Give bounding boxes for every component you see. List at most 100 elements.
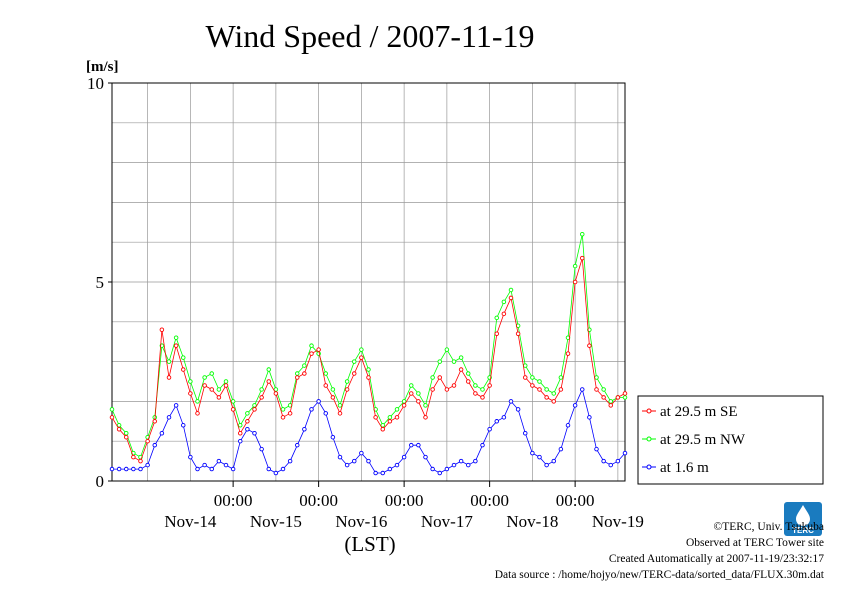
data-point (416, 399, 421, 404)
data-point (252, 407, 257, 412)
x-tick-label: 00:00 (299, 491, 338, 510)
data-point (173, 403, 179, 408)
data-point (116, 427, 122, 432)
data-point (387, 415, 393, 420)
data-point (245, 427, 250, 432)
data-point (316, 399, 321, 404)
data-point (437, 375, 443, 380)
data-point (409, 383, 414, 388)
copyright-text: ©TERC, Univ. Tsukuba (713, 521, 824, 533)
day-label: Nov-15 (250, 512, 302, 531)
series-2 (109, 387, 628, 476)
data-point (180, 423, 186, 428)
data-point (173, 335, 179, 340)
data-point (337, 411, 343, 416)
series-1 (109, 231, 628, 460)
data-point (337, 454, 343, 460)
chart-title: Wind Speed / 2007-11-19 (205, 18, 534, 54)
data-point (216, 387, 222, 392)
grid (112, 83, 625, 481)
data-point (494, 331, 500, 336)
data-point (423, 415, 428, 420)
data-point (223, 462, 229, 468)
data-point (188, 454, 193, 460)
data-point (394, 415, 400, 420)
data-point (622, 450, 628, 456)
data-point (551, 399, 557, 404)
day-label: Nov-17 (421, 512, 473, 531)
data-point (423, 403, 428, 408)
data-point (309, 351, 314, 356)
x-axis: 00:00 00:00 00:00 00:00 00:00 Nov-14 Nov-15 Nov… (164, 481, 644, 531)
data-point (145, 438, 150, 444)
data-point (344, 387, 350, 392)
y-tick-label: 10 (87, 74, 104, 93)
legend-swatch-marker (646, 408, 652, 414)
data-point (252, 430, 257, 436)
data-point (544, 462, 549, 468)
series-layer (109, 231, 628, 476)
data-point (266, 379, 272, 384)
data-point (494, 419, 500, 424)
data-point (387, 419, 393, 424)
data-point (523, 430, 528, 436)
created-text: Created Automatically at 2007-11-19/23:3… (608, 553, 824, 565)
data-point (180, 355, 186, 360)
y-tick-label: 0 (96, 472, 105, 491)
legend-label: at 29.5 m NW (660, 432, 746, 448)
data-point (416, 442, 421, 448)
data-point (359, 355, 364, 360)
data-point (587, 343, 592, 348)
data-point (572, 403, 578, 408)
data-point (473, 383, 478, 388)
data-point (323, 411, 329, 416)
data-point (259, 395, 264, 400)
data-point (544, 387, 549, 392)
data-point (230, 466, 236, 472)
data-point (280, 466, 286, 472)
data-point (266, 466, 272, 472)
data-point (615, 458, 621, 464)
data-point (587, 415, 592, 420)
data-point (565, 423, 571, 428)
data-point (123, 434, 129, 440)
source-text: Data source : /home/hojyo/new/TERC-data/… (494, 569, 824, 581)
data-point (615, 395, 621, 400)
data-point (523, 363, 528, 368)
data-point (373, 470, 378, 476)
y-axis: 0 5 10 (87, 74, 112, 491)
data-point (173, 343, 179, 348)
data-point (387, 466, 393, 472)
series-line (111, 257, 626, 462)
data-point (166, 375, 172, 380)
data-point (466, 379, 471, 384)
data-point (323, 383, 329, 388)
data-point (152, 419, 157, 424)
data-point (188, 391, 193, 396)
data-point (601, 387, 606, 392)
footer: ©TERC, Univ. Tsukuba Observed at TERC To… (495, 519, 824, 583)
data-point (558, 387, 564, 392)
legend-swatch-marker (646, 464, 652, 470)
data-point (230, 407, 236, 412)
data-point (316, 347, 321, 352)
data-point (537, 379, 542, 384)
data-point (515, 407, 521, 412)
data-point (237, 423, 243, 428)
data-point (594, 446, 599, 452)
data-point (480, 442, 485, 448)
data-point (344, 462, 350, 468)
day-label: Nov-19 (592, 512, 644, 531)
data-point (245, 419, 250, 424)
data-point (508, 287, 514, 293)
data-point (123, 430, 129, 436)
data-point (330, 395, 336, 400)
data-point (116, 466, 122, 472)
logo-text: TERC (792, 526, 814, 535)
data-point (580, 387, 585, 392)
legend-label: at 29.5 m SE (660, 404, 738, 420)
data-point (344, 379, 350, 384)
data-point (373, 415, 378, 420)
data-point (230, 399, 236, 404)
